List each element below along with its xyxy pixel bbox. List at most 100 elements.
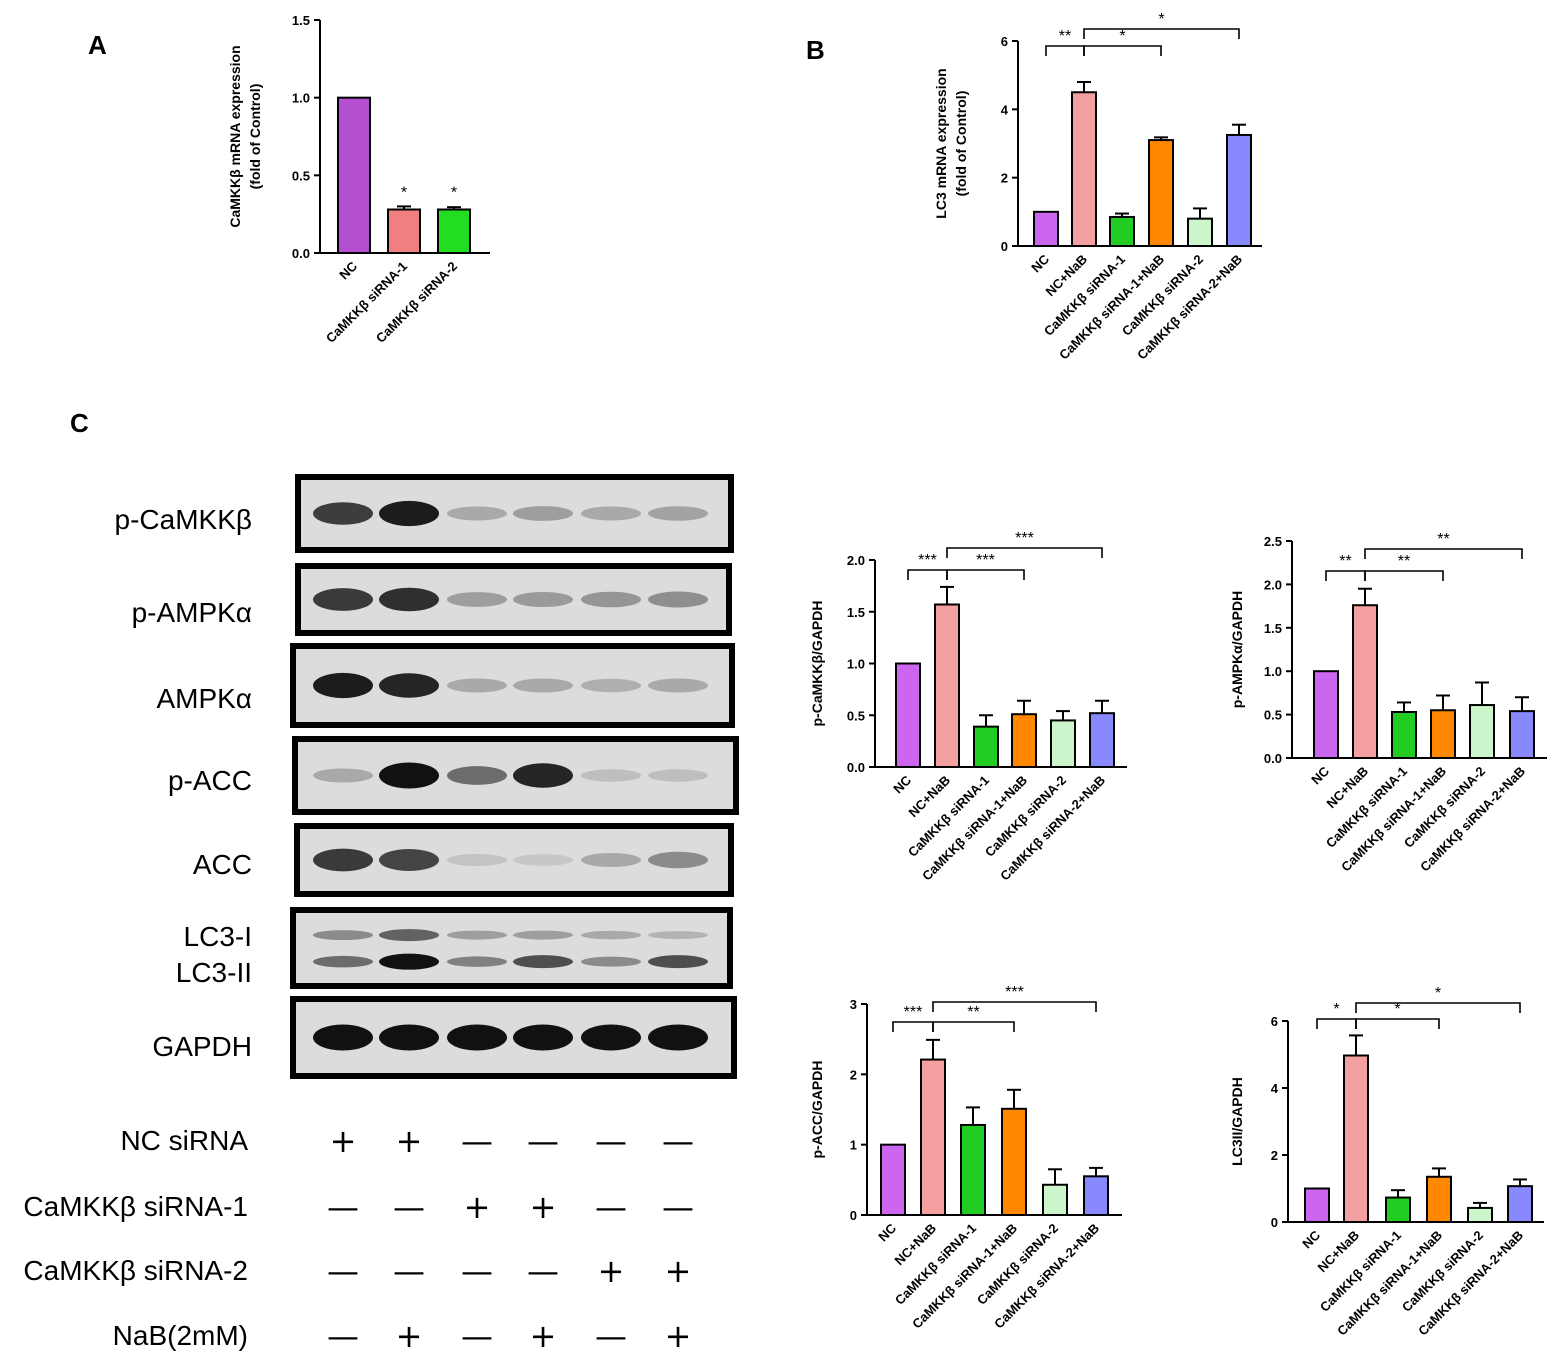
significance-bracket: *** <box>946 552 1025 580</box>
blot-band <box>648 1024 708 1051</box>
blot-label: p-AMPKα <box>132 597 252 628</box>
plus-sign: + <box>665 1252 692 1290</box>
y-tick-label: 0 <box>1271 1215 1278 1230</box>
blot-band <box>648 955 708 969</box>
significance-mark: * <box>401 185 407 202</box>
blot-band <box>379 762 439 789</box>
bracket-label: * <box>1158 11 1164 28</box>
y-tick-label: 0.0 <box>1264 751 1282 766</box>
bar <box>1050 719 1076 768</box>
bar <box>973 725 999 769</box>
blot-band <box>581 1024 641 1051</box>
y-tick-label: 1.5 <box>1264 621 1282 636</box>
blot-band <box>581 506 641 521</box>
bracket-label: * <box>1333 1001 1339 1018</box>
plus-sign: + <box>530 1188 557 1226</box>
condition-row: CaMKKβ siRNA-2 — — — — + + <box>23 1252 691 1290</box>
panel-label-a: A <box>88 30 107 60</box>
y-axis-label: p-AMPKα/GAPDH <box>1229 591 1245 709</box>
bar <box>1313 670 1339 760</box>
bar <box>1089 712 1115 768</box>
blot-band <box>379 1024 439 1051</box>
bar <box>1011 713 1037 769</box>
blot-band <box>379 929 439 942</box>
bar <box>1343 1054 1369 1223</box>
blot-2: AMPKα <box>156 643 735 728</box>
significance-bracket: * <box>1355 1001 1440 1029</box>
condition-label: CaMKKβ siRNA-1 <box>23 1191 248 1222</box>
blot-label: p-CaMKKβ <box>115 504 252 535</box>
blot-band <box>513 763 573 788</box>
plus-sign: + <box>665 1317 692 1355</box>
y-axis-label-2: (fold of Control) <box>953 91 969 197</box>
significance-bracket: ** <box>1364 531 1523 559</box>
blot-band <box>313 848 373 872</box>
bar <box>1426 1175 1452 1224</box>
y-tick-label: 1.5 <box>847 605 865 620</box>
condition-row: NaB(2mM) — + — + — + <box>113 1317 692 1355</box>
blot-band <box>447 592 507 607</box>
blot-band <box>447 930 507 940</box>
bracket-label: ** <box>1059 28 1071 45</box>
bar <box>387 208 421 254</box>
x-tick-label: NC <box>875 1220 899 1244</box>
y-tick-label: 2.5 <box>1264 534 1282 549</box>
blot-4: ACC <box>193 823 734 897</box>
blot-band <box>513 1024 573 1051</box>
y-axis-label: p-CaMKKβ/GAPDH <box>809 601 825 727</box>
bar <box>1187 217 1213 248</box>
chart-c1: 0.00.51.01.52.0p-CaMKKβ/GAPDHNCNC+NaBCaM… <box>809 530 1127 883</box>
bar <box>1430 709 1456 760</box>
blot-band <box>379 673 439 698</box>
bar <box>1001 1107 1027 1216</box>
condition-label: CaMKKβ siRNA-2 <box>23 1255 248 1286</box>
condition-row: NC siRNA + + — — — — <box>120 1122 694 1160</box>
blot-frame <box>290 907 733 989</box>
blot-band <box>648 506 708 521</box>
y-tick-label: 1.5 <box>292 13 310 28</box>
blot-band <box>379 500 439 527</box>
blot-band <box>379 953 439 970</box>
bar <box>1352 604 1378 759</box>
blot-band <box>581 591 641 608</box>
significance-bracket: ** <box>1364 553 1444 581</box>
blot-5: LC3-I LC3-II <box>176 907 733 989</box>
blot-band <box>447 766 507 785</box>
minus-sign: — <box>327 1252 359 1290</box>
blot-1: p-AMPKα <box>132 563 732 636</box>
blot-band <box>313 1024 373 1051</box>
blot-band <box>447 1024 507 1051</box>
minus-sign: — <box>327 1317 359 1355</box>
blot-band <box>513 955 573 969</box>
chart-b: 0 2 4 6 LC3 mRNA expression (fold of Control)… <box>933 11 1262 362</box>
y-tick-label: 0.5 <box>292 168 310 183</box>
blot-band <box>581 956 641 967</box>
significance-bracket: * <box>1355 985 1521 1013</box>
significance-bracket: * <box>1083 28 1162 56</box>
bar <box>1148 139 1174 247</box>
bar <box>880 1143 906 1216</box>
blot-band <box>313 672 373 699</box>
y-tick-label: 1.0 <box>847 657 865 672</box>
bar <box>1391 710 1417 759</box>
plus-sign: + <box>464 1188 491 1226</box>
significance-bracket: ** <box>1045 28 1085 56</box>
y-axis-label: p-ACC/GAPDH <box>809 1061 825 1159</box>
minus-sign: — <box>662 1188 694 1226</box>
x-tick-label: NC <box>336 258 360 282</box>
bracket-label: *** <box>1015 530 1034 547</box>
panel-label-b: B <box>806 35 825 65</box>
minus-sign: — <box>595 1122 627 1160</box>
significance-bracket: ** <box>1325 553 1366 581</box>
significance-bracket: *** <box>932 984 1097 1012</box>
minus-sign: — <box>527 1252 559 1290</box>
blot-label: LC3-I <box>184 921 252 952</box>
blot-band <box>581 930 641 940</box>
blot-label: p-ACC <box>168 765 252 796</box>
blot-band <box>648 769 708 782</box>
bar <box>1469 704 1495 759</box>
panel-label-c: C <box>70 408 89 438</box>
blot-band <box>581 853 641 867</box>
blot-band <box>313 768 373 783</box>
